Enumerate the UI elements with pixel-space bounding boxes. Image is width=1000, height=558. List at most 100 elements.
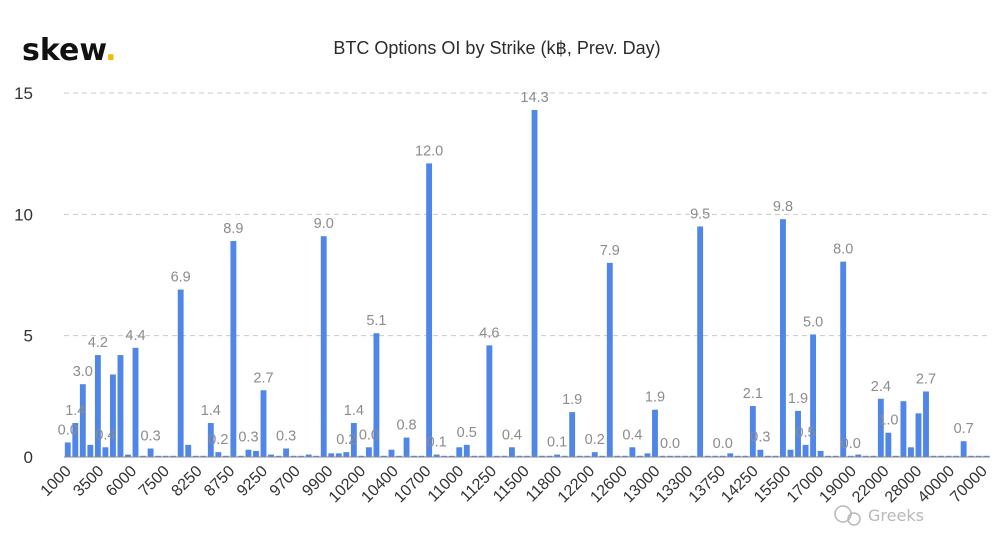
bar: [712, 455, 719, 457]
data-label: 0.2: [585, 432, 605, 448]
bar: [847, 455, 854, 457]
bar: [79, 384, 86, 457]
bar: [667, 455, 673, 457]
bar: [968, 455, 975, 457]
bar: [350, 423, 357, 457]
bar: [546, 455, 553, 457]
bar: [599, 455, 606, 457]
data-label: 12.0: [415, 143, 443, 159]
bar: [456, 447, 463, 457]
bar: [102, 447, 109, 457]
bar: [388, 449, 395, 457]
bar: [644, 453, 651, 457]
bar: [870, 455, 877, 457]
bar: [516, 455, 523, 457]
data-label: 1.0: [878, 413, 898, 429]
data-label: 0.0: [359, 427, 379, 443]
bar: [930, 455, 937, 457]
x-tick-label: 11500: [490, 463, 533, 506]
data-label: 0.4: [622, 427, 642, 443]
bar: [320, 236, 327, 457]
bar: [862, 455, 869, 457]
bar: [471, 455, 478, 457]
data-label: 0.2: [208, 432, 228, 448]
bar: [908, 447, 914, 457]
bar: [877, 398, 884, 457]
bar: [373, 333, 380, 457]
bar: [222, 455, 229, 457]
data-label: 0.0: [660, 436, 680, 452]
bar: [155, 455, 162, 457]
data-label: 0.8: [396, 418, 416, 434]
logo-dot: .: [105, 33, 116, 68]
bar: [290, 455, 297, 457]
bar: [524, 455, 530, 457]
svg-text:skew.: skew.: [22, 33, 117, 68]
bar: [697, 226, 704, 457]
bar: [953, 455, 960, 457]
bar: [147, 448, 154, 457]
x-tick-label: 11000: [425, 463, 468, 506]
data-label: 6.9: [171, 270, 191, 286]
data-label: 0.3: [276, 429, 296, 445]
bar: [764, 455, 771, 457]
bar: [463, 444, 470, 457]
bar: [614, 455, 621, 457]
bar: [125, 454, 131, 457]
bar: [584, 455, 591, 457]
bar: [94, 355, 101, 457]
bar: [885, 432, 892, 457]
data-label: 3.0: [73, 364, 93, 380]
data-label: 0.1: [427, 435, 447, 451]
y-tick-label: 5: [24, 327, 33, 346]
bar: [561, 455, 568, 457]
data-label: 0.3: [140, 429, 160, 445]
bar: [381, 455, 387, 457]
bar: [795, 410, 801, 457]
bar: [840, 261, 847, 457]
bar: [945, 455, 952, 457]
bar: [727, 453, 734, 457]
bar: [87, 444, 94, 457]
data-label: 0.5: [795, 425, 815, 441]
bar-series: [64, 109, 990, 458]
bar: [64, 442, 71, 457]
greeks-watermark: Greeks: [834, 505, 924, 526]
data-label: 0.3: [750, 430, 770, 446]
bar: [591, 452, 598, 457]
bar: [268, 454, 274, 457]
x-tick-label: 11250: [457, 463, 500, 506]
bar: [185, 444, 192, 457]
bar: [569, 412, 576, 457]
bar: [855, 454, 862, 457]
data-labels: 0.0 1.4 3.0 4.2 0.4 4.4 0.3 6.9 1.4 0.2 8.9 0.3 2.7 0…: [58, 90, 974, 452]
bar: [411, 455, 418, 457]
bar: [606, 262, 613, 457]
bar: [719, 455, 726, 457]
bar: [358, 455, 365, 457]
bar: [441, 455, 448, 457]
bar: [749, 406, 756, 457]
bar: [960, 441, 967, 457]
data-label: 0.3: [238, 430, 258, 446]
data-label: 2.4: [871, 379, 891, 395]
data-label: 4.6: [479, 325, 499, 341]
bar: [110, 374, 116, 457]
bar: [207, 423, 214, 457]
x-axis: 1000350060007500825087509250970099001020…: [38, 463, 991, 507]
bar: [938, 455, 944, 457]
data-label: 0.5: [457, 425, 477, 441]
bar: [170, 455, 177, 457]
data-label: 4.4: [125, 328, 145, 344]
bar: [162, 455, 169, 457]
bar: [576, 455, 583, 457]
data-label: 0.1: [547, 435, 567, 451]
data-label: 2.1: [743, 386, 763, 402]
bar: [245, 449, 252, 457]
bar: [328, 453, 335, 457]
x-tick-label: 6000: [103, 463, 140, 500]
data-label: 0.0: [58, 422, 78, 438]
bar: [283, 448, 290, 457]
bar: [478, 455, 485, 457]
data-label: 0.2: [336, 432, 356, 448]
